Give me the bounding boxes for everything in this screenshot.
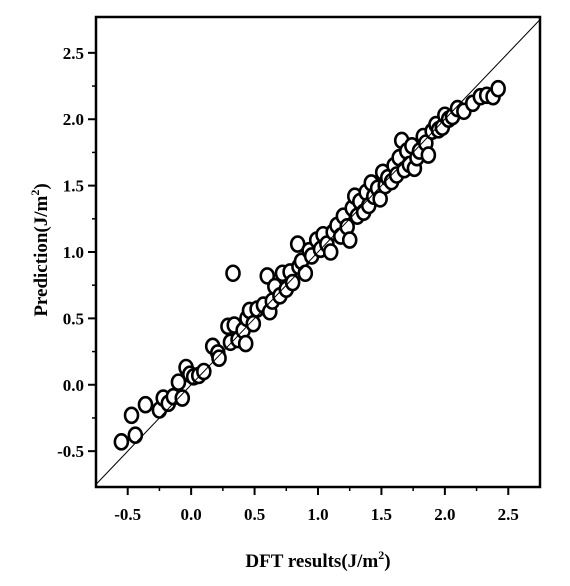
x-axis-title: DFT results(J/m2) xyxy=(245,548,390,572)
y-axis-title-main: Prediction(J/m xyxy=(31,195,52,316)
data-point xyxy=(297,264,314,283)
y-axis-title-tail: ) xyxy=(31,183,52,189)
x-tick-label: -0.5 xyxy=(114,505,141,524)
x-axis-title-tail: ) xyxy=(384,551,390,572)
x-axis-title-sup: 2 xyxy=(378,548,384,562)
data-point xyxy=(113,433,130,451)
data-point xyxy=(174,389,191,407)
data-point xyxy=(225,264,241,283)
x-axis-title-main: DFT results(J/m xyxy=(245,551,378,572)
data-point xyxy=(284,273,301,292)
data-point xyxy=(137,395,154,414)
data-point xyxy=(420,146,437,164)
y-axis-ticks: -0.5 0.0 0.5 1.0 1.5 2.0 2.5 xyxy=(57,44,96,461)
x-tick-label: 2.0 xyxy=(434,505,455,524)
data-points xyxy=(113,79,506,451)
data-point xyxy=(127,426,144,445)
y-axis-title: Prediction(J/m2) xyxy=(28,183,52,316)
y-tick-label: 1.5 xyxy=(63,177,84,196)
data-point xyxy=(341,231,358,249)
y-tick-label: 0.5 xyxy=(63,309,84,328)
data-point xyxy=(322,243,339,261)
x-tick-label: 1.0 xyxy=(307,505,328,524)
x-axis-ticks: -0.5 0.0 0.5 1.0 1.5 2.0 2.5 xyxy=(114,487,519,524)
x-tick-label: 1.5 xyxy=(371,505,392,524)
y-tick-label: 2.0 xyxy=(63,110,84,129)
x-tick-label: 0.5 xyxy=(244,505,265,524)
y-tick-label: 1.0 xyxy=(63,243,84,262)
y-axis-title-sup: 2 xyxy=(28,190,42,196)
data-point xyxy=(237,334,254,353)
x-tick-label: 0.0 xyxy=(181,505,202,524)
x-tick-label: 2.5 xyxy=(498,505,519,524)
data-point xyxy=(245,314,262,333)
reference-line-y-equals-x xyxy=(95,19,541,485)
data-point xyxy=(123,406,140,425)
data-point xyxy=(490,79,506,98)
y-tick-label: 0.0 xyxy=(63,376,84,395)
data-point xyxy=(211,349,227,368)
y-tick-label: 2.5 xyxy=(63,44,84,63)
y-tick-label: -0.5 xyxy=(57,442,84,461)
data-point xyxy=(170,373,187,391)
